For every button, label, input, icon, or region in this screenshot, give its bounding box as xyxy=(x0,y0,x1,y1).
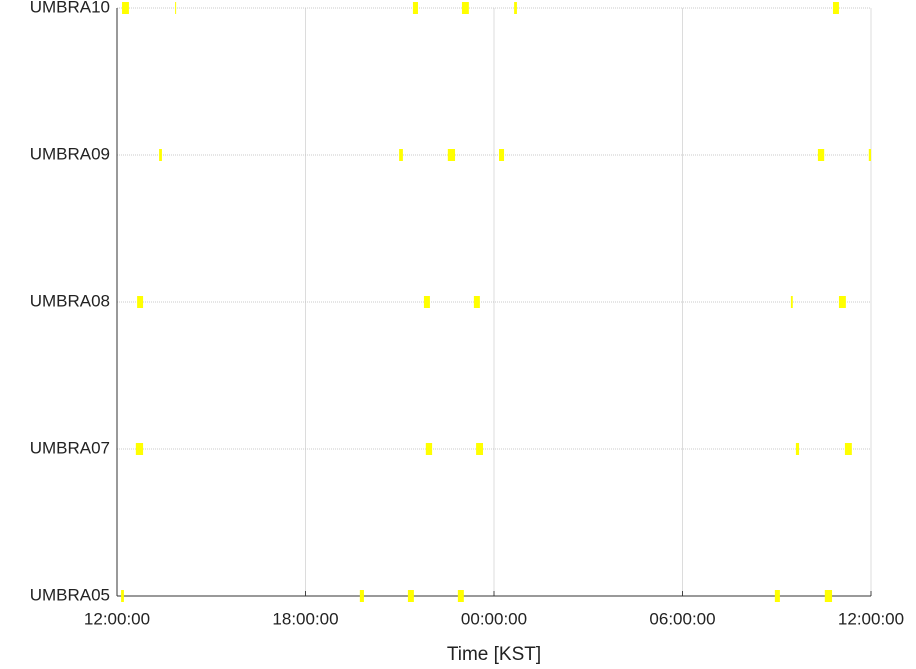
x-tick-label: 12:00:00 xyxy=(838,609,904,628)
event-bar xyxy=(159,149,162,161)
event-bar xyxy=(407,590,414,602)
event-bar xyxy=(817,149,825,161)
x-tick-label: 12:00:00 xyxy=(84,609,150,628)
event-bar xyxy=(457,590,464,602)
event-bar xyxy=(868,149,871,161)
event-bar xyxy=(844,443,852,455)
event-bar xyxy=(473,296,480,308)
x-axis-label: Time [KST] xyxy=(447,644,541,665)
event-bar xyxy=(121,590,124,602)
event-bar xyxy=(476,443,484,455)
event-bar xyxy=(790,296,793,308)
event-bar xyxy=(399,149,403,161)
event-bar xyxy=(122,2,129,14)
event-bar xyxy=(461,2,469,14)
y-tick-label: UMBRA09 xyxy=(30,144,110,163)
y-tick-label: UMBRA07 xyxy=(30,438,110,457)
y-tick-label: UMBRA10 xyxy=(30,0,110,16)
event-bar xyxy=(135,443,144,455)
event-bar xyxy=(425,443,433,455)
event-bar xyxy=(359,590,364,602)
event-bar xyxy=(447,149,456,161)
y-tick-label: UMBRA05 xyxy=(30,585,110,604)
event-bar xyxy=(175,2,177,14)
event-bar xyxy=(795,443,800,455)
event-bar xyxy=(499,149,505,161)
x-tick-label: 18:00:00 xyxy=(272,609,338,628)
event-bar xyxy=(824,590,833,602)
event-bar xyxy=(137,296,144,308)
x-tick-label: 06:00:00 xyxy=(649,609,715,628)
event-bar xyxy=(832,2,839,14)
y-tick-label: UMBRA08 xyxy=(30,291,110,310)
event-bar xyxy=(423,296,430,308)
event-bar xyxy=(838,296,846,308)
event-bar xyxy=(514,2,517,14)
event-bar xyxy=(774,590,780,602)
x-tick-label: 00:00:00 xyxy=(461,609,527,628)
event-bar xyxy=(412,2,418,14)
